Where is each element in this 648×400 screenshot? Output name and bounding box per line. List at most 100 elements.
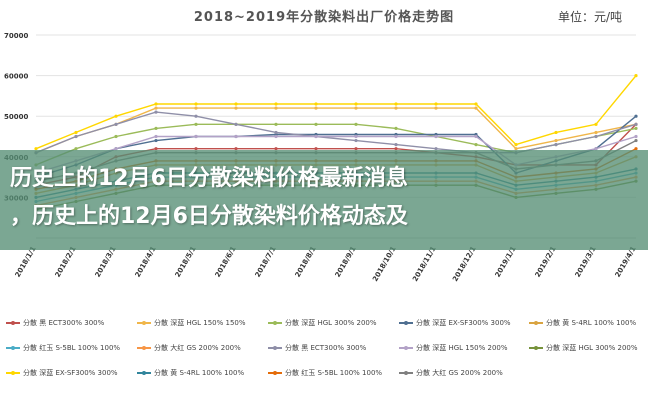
legend-swatch [268, 321, 282, 325]
data-point [234, 106, 238, 110]
legend-item: 分散 黑 ECT300% 300% [6, 318, 104, 328]
y-tick-label: 50000 [4, 113, 28, 121]
chart-legend: 分散 黑 ECT300% 300% 分散 深蓝 HGL 150% 150% 分散 深… [0, 312, 648, 400]
legend-label: 分散 大红 GS 200% 200% [416, 369, 503, 377]
data-point [354, 122, 358, 126]
data-point [314, 106, 318, 110]
legend-item: 分散 深蓝 HGL 300% 200% [529, 343, 638, 353]
data-point [394, 126, 398, 130]
data-point [634, 147, 638, 151]
data-point [194, 134, 198, 139]
legend-label: 分散 深蓝 HGL 150% 200% [416, 344, 508, 352]
legend-item: 分散 大红 GS 200% 200% [399, 368, 503, 378]
legend-item: 分散 深蓝 EX-SF300% 300% [6, 368, 118, 378]
legend-swatch [399, 321, 413, 325]
data-point [554, 143, 558, 147]
data-point [594, 147, 598, 151]
legend-item: 分散 深蓝 EX-SF300% 300% [399, 318, 511, 328]
data-point [434, 106, 438, 110]
data-point [354, 134, 358, 139]
data-point [194, 102, 198, 106]
legend-item: 分散 红玉 S-5BL 100% 100% [268, 368, 382, 378]
headline-line-1: 历史上的12月6日分散染料价格最新消息 [10, 166, 408, 191]
legend-swatch [137, 321, 151, 325]
data-point [74, 147, 78, 151]
data-point [354, 106, 358, 110]
legend-item: 分散 黄 S-4RL 100% 100% [529, 318, 636, 328]
legend-item: 分散 黑 ECT300% 300% [268, 343, 366, 353]
legend-item: 分散 大红 GS 200% 200% [137, 343, 241, 353]
data-point [154, 134, 158, 139]
data-point [274, 130, 278, 135]
data-point [434, 147, 438, 151]
data-point [594, 130, 598, 135]
data-point [394, 143, 398, 147]
data-point [114, 134, 118, 139]
legend-label: 分散 大红 GS 200% 200% [154, 344, 241, 352]
data-point [314, 102, 318, 106]
legend-swatch [137, 371, 151, 375]
data-point [354, 138, 358, 143]
data-point [474, 102, 478, 106]
data-point [274, 102, 278, 106]
data-point [634, 138, 638, 143]
data-point [274, 122, 278, 126]
data-point [594, 134, 598, 139]
x-tick-label: 2018/11/1 [411, 245, 438, 283]
legend-label: 分散 黄 S-4RL 100% 100% [154, 369, 245, 377]
legend-swatch [399, 371, 413, 375]
data-point [154, 138, 158, 143]
legend-label: 分散 黑 ECT300% 300% [23, 319, 105, 327]
legend-swatch [529, 346, 543, 350]
data-point [234, 134, 238, 139]
chart-title: 2018~2019年分散染料出厂价格走势图 [193, 10, 455, 25]
series-line [35, 111, 637, 154]
data-point [194, 147, 198, 151]
data-point [274, 106, 278, 110]
data-point [474, 106, 478, 110]
x-tick-label: 2018/10/1 [371, 245, 398, 283]
legend-item: 分散 深蓝 HGL 150% 200% [399, 343, 508, 353]
legend-item: 分散 深蓝 HGL 150% 150% [137, 318, 246, 328]
legend-item: 分散 黄 S-4RL 100% 100% [137, 368, 244, 378]
data-point [314, 147, 318, 151]
data-point [634, 74, 638, 78]
data-point [194, 122, 198, 126]
legend-item: 分散 深蓝 HGL 300% 200% [268, 318, 377, 328]
data-point [554, 130, 558, 135]
data-point [634, 114, 638, 118]
data-point [154, 102, 158, 106]
data-point [634, 126, 638, 130]
x-tick-label: 2018/12/1 [451, 245, 478, 283]
data-point [434, 102, 438, 106]
data-point [354, 147, 358, 151]
headline-overlay-text: 历史上的12月6日分散染料价格最新消息 ，历史上的12月6日分散染料价格动态及 [10, 160, 638, 236]
data-point [514, 147, 518, 151]
data-point [474, 134, 478, 139]
legend-swatch [6, 321, 20, 325]
data-point [354, 102, 358, 106]
data-point [194, 106, 198, 110]
legend-label: 分散 深蓝 EX-SF300% 300% [416, 319, 511, 327]
data-point [74, 134, 78, 139]
legend-item: 分散 红玉 S-5BL 100% 100% [6, 343, 120, 353]
data-point [234, 147, 238, 151]
legend-label: 分散 深蓝 HGL 150% 150% [154, 319, 246, 327]
legend-swatch [6, 371, 20, 375]
data-point [114, 122, 118, 126]
data-point [74, 130, 78, 135]
legend-label: 分散 深蓝 EX-SF300% 300% [23, 369, 118, 377]
series-line [35, 75, 637, 150]
data-point [274, 134, 278, 139]
data-point [634, 122, 638, 126]
legend-label: 分散 红玉 S-5BL 100% 100% [285, 369, 383, 377]
headline-overlay-band [0, 150, 648, 250]
data-point [34, 147, 38, 151]
legend-label: 分散 深蓝 HGL 300% 200% [285, 319, 377, 327]
legend-swatch [6, 346, 20, 350]
legend-swatch [529, 321, 543, 325]
series-line [35, 107, 637, 154]
legend-swatch [137, 346, 151, 350]
data-point [154, 147, 158, 151]
unit-label: 单位：元/吨 [557, 10, 622, 24]
